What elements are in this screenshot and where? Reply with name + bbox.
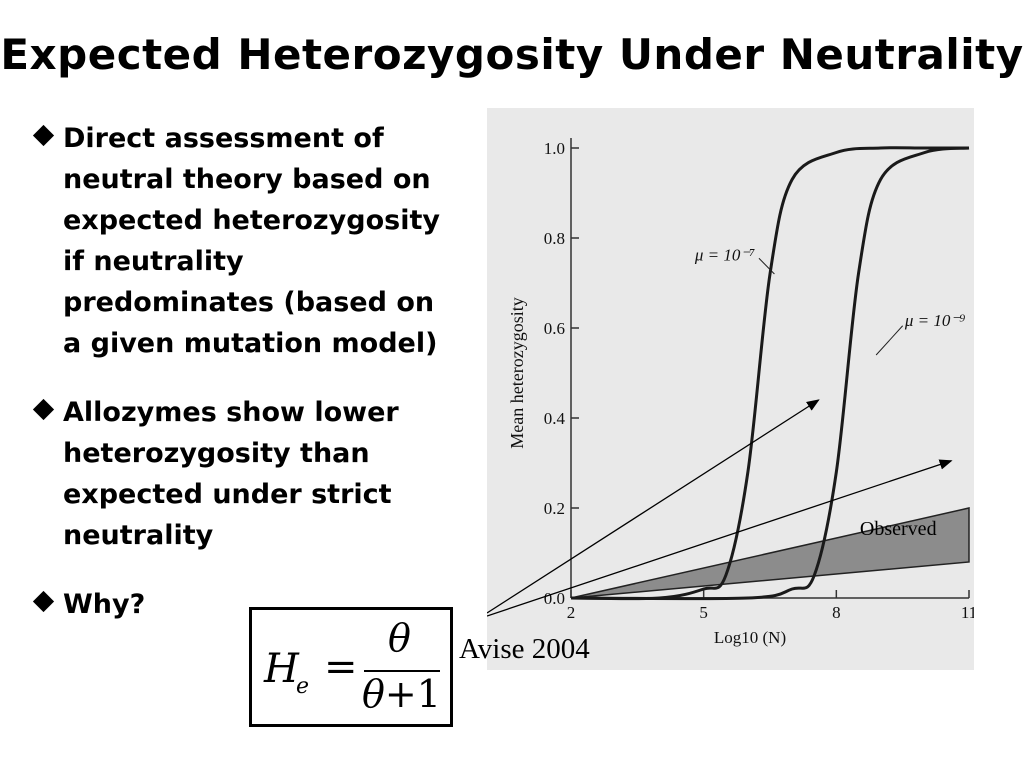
formula-lhs: H	[264, 646, 299, 692]
x-tick-label: 11	[961, 603, 974, 622]
bullet-text: Allozymes show lower heterozygosity than…	[63, 397, 399, 551]
y-tick-label: 0.6	[544, 319, 565, 338]
bullet-text: Direct assessment of neutral theory base…	[63, 123, 440, 359]
y-tick-label: 0.0	[544, 589, 565, 608]
x-axis-label: Log10 (N)	[714, 628, 786, 647]
y-tick-label: 0.8	[544, 229, 565, 248]
series-line-1	[570, 146, 969, 601]
bullet-text: Why?	[63, 589, 146, 620]
heterozygosity-formula: H e = θ θ+1	[249, 607, 453, 727]
diamond-bullet-icon	[32, 590, 55, 613]
x-tick-label: 5	[699, 603, 708, 622]
annotation-leader-2	[875, 325, 904, 356]
y-tick-label: 0.2	[544, 499, 565, 518]
formula-denominator-rest: +1	[384, 672, 441, 716]
observed-label: Observed	[860, 518, 937, 540]
annotation-leader-1	[758, 257, 775, 275]
arrow-to-curve-2	[487, 459, 953, 617]
annotation-label-2: μ = 10⁻⁹	[904, 311, 965, 330]
x-tick-label: 2	[567, 603, 576, 622]
diamond-bullet-icon	[32, 398, 55, 421]
y-tick-label: 0.4	[544, 409, 566, 428]
formula-subscript: e	[296, 674, 310, 699]
formula-fraction-bar	[364, 670, 440, 672]
x-tick-label: 8	[832, 603, 841, 622]
formula-denominator: θ+1	[362, 672, 441, 716]
diamond-bullet-icon	[32, 124, 55, 147]
bullet-list: Direct assessment of neutral theory base…	[30, 118, 480, 653]
annotation-label-1: μ = 10⁻⁷	[694, 246, 755, 265]
slide-title: Expected Heterozygosity Under Neutrality	[0, 30, 1024, 79]
formula-equals: =	[324, 644, 358, 690]
y-tick-label: 1.0	[544, 139, 565, 158]
heterozygosity-chart: Observed 0.0 0.2 0.4 0.6 0.8 1.0 2 5 8 11 Log10 (N)…	[487, 108, 974, 670]
bullet-item: Direct assessment of neutral theory base…	[30, 118, 480, 364]
arrow-to-curve-1	[487, 399, 820, 614]
y-axis-label: Mean heterozygosity	[507, 297, 527, 448]
bullet-item: Why?	[30, 584, 480, 625]
citation: Avise 2004	[459, 633, 590, 665]
observed-region	[570, 507, 970, 599]
figure-background	[487, 108, 974, 670]
series-line-2	[570, 146, 970, 601]
bullet-item: Allozymes show lower heterozygosity than…	[30, 392, 480, 556]
formula-numerator: θ	[388, 616, 411, 660]
formula-denominator-var: θ	[362, 672, 385, 716]
